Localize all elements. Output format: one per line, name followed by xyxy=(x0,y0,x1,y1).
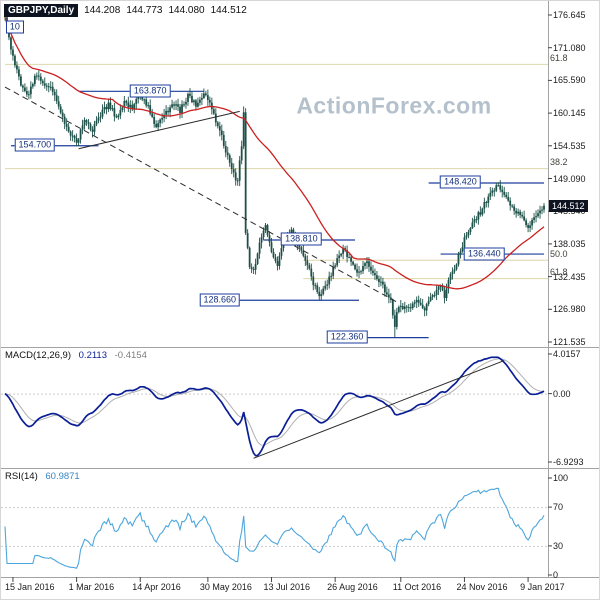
date-label: 9 Jan 2017 xyxy=(520,582,565,592)
date-label: 26 Aug 2016 xyxy=(327,582,378,592)
date-label: 14 Apr 2016 xyxy=(132,582,181,592)
quote-low: 144.080 xyxy=(168,5,205,16)
macd-name: MACD(12,26,9) xyxy=(5,350,71,361)
rsi-axis-label: 30 xyxy=(553,540,564,551)
quote-open: 144.208 xyxy=(84,5,121,16)
quote-close: 144.512 xyxy=(210,5,247,16)
symbol-title: GBPJPY,Daily xyxy=(4,4,79,17)
y-axis-label: 121.535 xyxy=(553,337,586,347)
y-axis-label: 132.435 xyxy=(553,271,586,282)
macd-indicator-label: MACD(12,26,9) 0.2113 -0.4154 xyxy=(5,350,147,361)
price-label-box[interactable]: 148.420 xyxy=(440,175,481,189)
date-label: 13 Jul 2016 xyxy=(263,582,311,592)
price-label-box[interactable]: 136.440 xyxy=(464,247,505,261)
rsi-axis-label: 0 xyxy=(553,570,559,580)
rsi-axis-label: 100 xyxy=(553,473,569,483)
date-label: 1 Mar 2016 xyxy=(68,582,115,592)
macd-value: 0.2113 xyxy=(78,350,107,361)
date-label: 11 Oct 2016 xyxy=(392,582,442,592)
y-axis-label: 165.590 xyxy=(553,75,586,86)
y-axis-label: 154.535 xyxy=(553,140,586,151)
note-box[interactable]: 10 xyxy=(5,20,24,34)
current-price-tag: 144.512 xyxy=(549,199,588,212)
fib-level-label: 38.2 xyxy=(550,157,568,168)
y-axis-label: 160.145 xyxy=(553,108,586,119)
y-axis-label: 149.090 xyxy=(553,173,586,184)
price-label-box[interactable]: 128.660 xyxy=(199,293,241,307)
fib-level-label: 61.8 xyxy=(550,52,568,63)
price-label-box[interactable]: 122.360 xyxy=(326,330,368,344)
date-label: 24 Nov 2016 xyxy=(456,582,508,592)
macd-axis-label: -6.9293 xyxy=(553,457,584,467)
price-label-box[interactable]: 138.810 xyxy=(281,232,322,246)
macd-signal-value: -0.4154 xyxy=(114,350,147,361)
rsi-value: 60.9871 xyxy=(45,471,80,482)
rsi-axis-label: 70 xyxy=(553,502,564,513)
y-axis-label: 171.080 xyxy=(553,42,586,53)
rsi-indicator-label: RSI(14) 60.9871 xyxy=(5,471,80,482)
date-label: 15 Jan 2016 xyxy=(4,582,55,592)
fib-level-label: 61.8 xyxy=(550,267,568,278)
chart-title: GBPJPY,Daily 144.208 144.773 144.080 144… xyxy=(4,4,247,17)
date-label: 30 May 2016 xyxy=(199,582,252,592)
price-label-box[interactable]: 163.870 xyxy=(129,84,171,98)
quote-high: 144.773 xyxy=(126,5,163,16)
fib-level-label: 50.0 xyxy=(550,248,568,259)
macd-axis-label: 0.00 xyxy=(553,388,571,399)
rsi-name: RSI(14) xyxy=(5,471,38,482)
price-label-box[interactable]: 154.700 xyxy=(14,138,56,152)
macd-axis-label: 4.0157 xyxy=(553,349,581,359)
watermark: ActionForex.com xyxy=(296,92,492,119)
y-axis-label: 176.645 xyxy=(553,10,586,20)
y-axis-label: 126.980 xyxy=(553,304,586,315)
y-axis-label: 138.035 xyxy=(553,238,586,249)
